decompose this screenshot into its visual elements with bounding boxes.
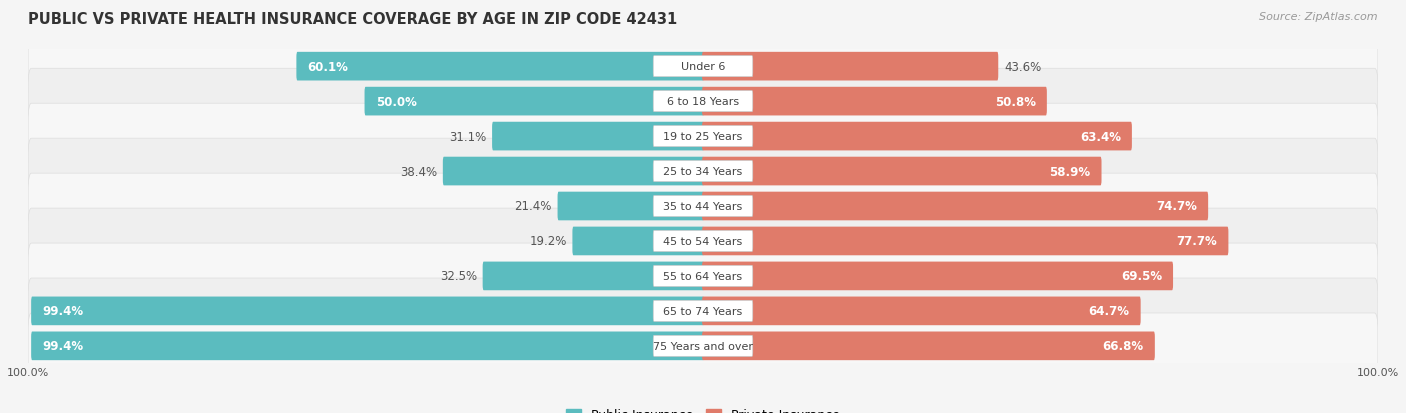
FancyBboxPatch shape	[702, 262, 1173, 291]
Text: 32.5%: 32.5%	[440, 270, 477, 283]
Text: 99.4%: 99.4%	[42, 339, 83, 352]
FancyBboxPatch shape	[31, 332, 704, 360]
FancyBboxPatch shape	[28, 209, 1378, 274]
FancyBboxPatch shape	[702, 88, 1047, 116]
FancyBboxPatch shape	[28, 139, 1378, 204]
Text: 35 to 44 Years: 35 to 44 Years	[664, 202, 742, 211]
FancyBboxPatch shape	[702, 122, 1132, 151]
Text: 38.4%: 38.4%	[399, 165, 437, 178]
Text: 65 to 74 Years: 65 to 74 Years	[664, 306, 742, 316]
Text: 64.7%: 64.7%	[1088, 305, 1129, 318]
FancyBboxPatch shape	[31, 297, 704, 325]
Text: Source: ZipAtlas.com: Source: ZipAtlas.com	[1260, 12, 1378, 22]
Text: 50.0%: 50.0%	[375, 95, 416, 108]
Text: 19 to 25 Years: 19 to 25 Years	[664, 132, 742, 142]
Text: 58.9%: 58.9%	[1049, 165, 1091, 178]
Text: 66.8%: 66.8%	[1102, 339, 1143, 352]
FancyBboxPatch shape	[654, 196, 752, 217]
FancyBboxPatch shape	[558, 192, 704, 221]
FancyBboxPatch shape	[654, 161, 752, 182]
FancyBboxPatch shape	[28, 69, 1378, 135]
FancyBboxPatch shape	[702, 53, 998, 81]
FancyBboxPatch shape	[654, 91, 752, 112]
Text: 69.5%: 69.5%	[1121, 270, 1161, 283]
FancyBboxPatch shape	[702, 157, 1101, 186]
Text: 74.7%: 74.7%	[1156, 200, 1197, 213]
FancyBboxPatch shape	[702, 332, 1154, 360]
FancyBboxPatch shape	[654, 126, 752, 147]
FancyBboxPatch shape	[28, 278, 1378, 344]
Legend: Public Insurance, Private Insurance: Public Insurance, Private Insurance	[561, 404, 845, 413]
Text: 99.4%: 99.4%	[42, 305, 83, 318]
Text: 31.1%: 31.1%	[449, 130, 486, 143]
Text: 19.2%: 19.2%	[529, 235, 567, 248]
FancyBboxPatch shape	[28, 313, 1378, 379]
FancyBboxPatch shape	[702, 297, 1140, 325]
Text: 6 to 18 Years: 6 to 18 Years	[666, 97, 740, 107]
Text: 63.4%: 63.4%	[1080, 130, 1121, 143]
FancyBboxPatch shape	[28, 104, 1378, 169]
FancyBboxPatch shape	[297, 53, 704, 81]
FancyBboxPatch shape	[28, 34, 1378, 100]
Text: 55 to 64 Years: 55 to 64 Years	[664, 271, 742, 281]
FancyBboxPatch shape	[654, 57, 752, 78]
FancyBboxPatch shape	[28, 244, 1378, 309]
FancyBboxPatch shape	[654, 301, 752, 322]
FancyBboxPatch shape	[654, 231, 752, 252]
Text: 21.4%: 21.4%	[515, 200, 551, 213]
Text: 50.8%: 50.8%	[994, 95, 1036, 108]
FancyBboxPatch shape	[702, 192, 1208, 221]
FancyBboxPatch shape	[572, 227, 704, 256]
FancyBboxPatch shape	[654, 335, 752, 356]
Text: PUBLIC VS PRIVATE HEALTH INSURANCE COVERAGE BY AGE IN ZIP CODE 42431: PUBLIC VS PRIVATE HEALTH INSURANCE COVER…	[28, 12, 678, 27]
FancyBboxPatch shape	[702, 227, 1229, 256]
FancyBboxPatch shape	[492, 122, 704, 151]
Text: 45 to 54 Years: 45 to 54 Years	[664, 236, 742, 247]
FancyBboxPatch shape	[364, 88, 704, 116]
Text: 43.6%: 43.6%	[1004, 61, 1042, 74]
FancyBboxPatch shape	[482, 262, 704, 291]
Text: 25 to 34 Years: 25 to 34 Years	[664, 166, 742, 177]
FancyBboxPatch shape	[654, 266, 752, 287]
Text: 75 Years and over: 75 Years and over	[652, 341, 754, 351]
FancyBboxPatch shape	[28, 174, 1378, 239]
Text: Under 6: Under 6	[681, 62, 725, 72]
FancyBboxPatch shape	[443, 157, 704, 186]
Text: 77.7%: 77.7%	[1177, 235, 1218, 248]
Text: 60.1%: 60.1%	[308, 61, 349, 74]
